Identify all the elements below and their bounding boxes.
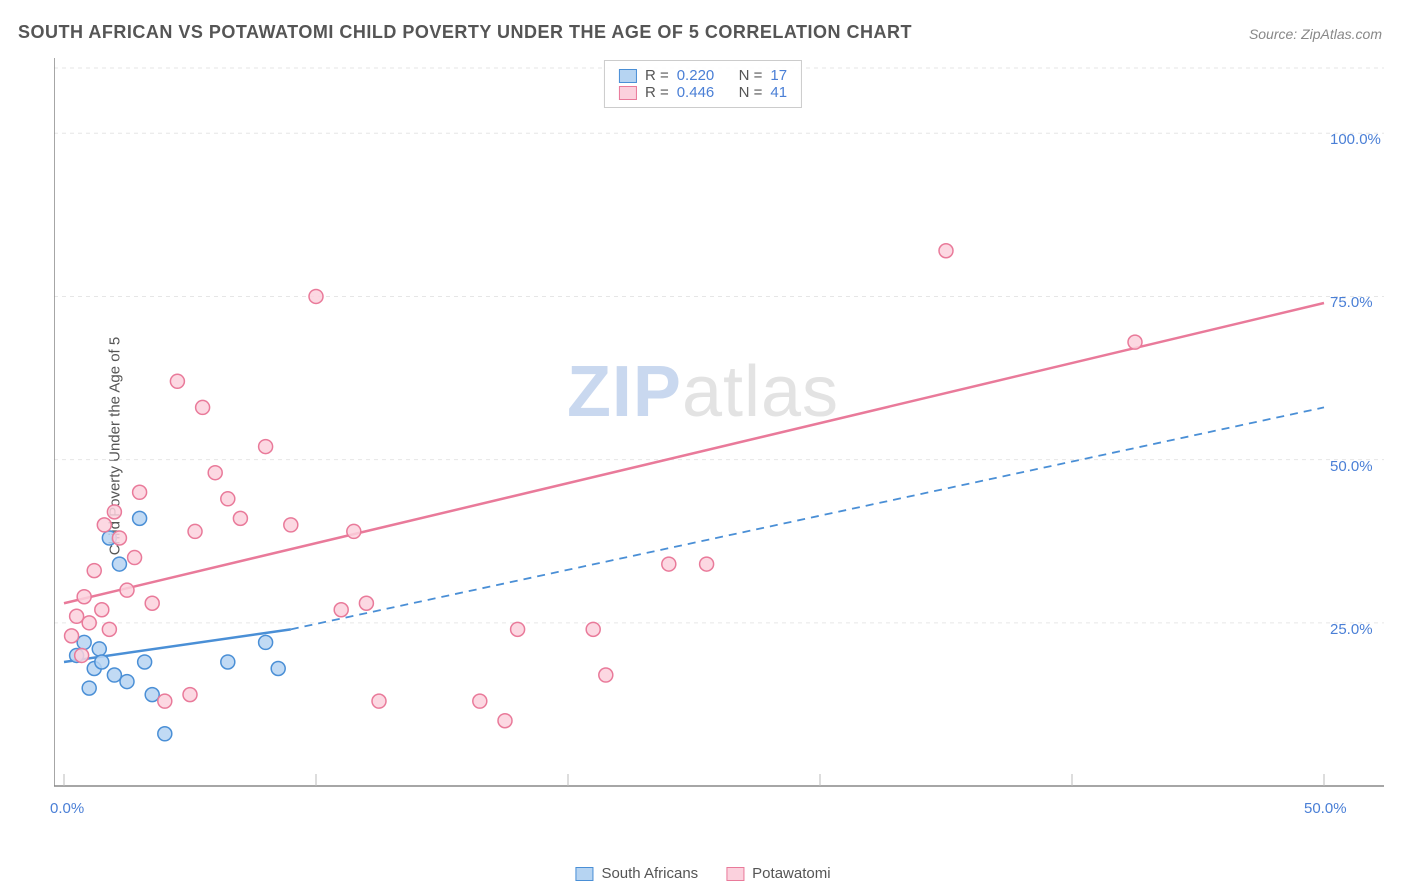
legend: South Africans Potawatomi [575,865,830,882]
stat-n-label: N = [739,67,763,84]
plot-area [54,58,1384,826]
stat-r-value: 0.220 [677,67,715,84]
swatch-icon [726,867,744,881]
legend-item-1: Potawatomi [726,865,830,882]
stats-row-series-1: R = 0.446 N = 41 [619,84,787,101]
stat-n-label: N = [739,84,763,101]
stat-r-label: R = [645,67,669,84]
stat-n-value: 41 [770,84,787,101]
stats-row-series-0: R = 0.220 N = 17 [619,67,787,84]
chart-title: SOUTH AFRICAN VS POTAWATOMI CHILD POVERT… [18,22,912,43]
y-tick-label: 50.0% [1330,458,1373,475]
stat-r-label: R = [645,84,669,101]
legend-label: South Africans [601,865,698,882]
y-tick-label: 25.0% [1330,621,1373,638]
y-tick-label: 75.0% [1330,294,1373,311]
source-attribution: Source: ZipAtlas.com [1249,26,1382,42]
x-tick-label: 0.0% [50,800,84,817]
swatch-icon [575,867,593,881]
legend-label: Potawatomi [752,865,830,882]
swatch-icon [619,86,637,100]
scatter-plot-svg [54,58,1384,826]
stat-n-value: 17 [770,67,787,84]
swatch-icon [619,69,637,83]
y-tick-label: 100.0% [1330,131,1381,148]
x-tick-label: 50.0% [1304,800,1347,817]
chart-container: SOUTH AFRICAN VS POTAWATOMI CHILD POVERT… [0,0,1406,892]
correlation-stats-box: R = 0.220 N = 17 R = 0.446 N = 41 [604,60,802,108]
stat-r-value: 0.446 [677,84,715,101]
legend-item-0: South Africans [575,865,698,882]
